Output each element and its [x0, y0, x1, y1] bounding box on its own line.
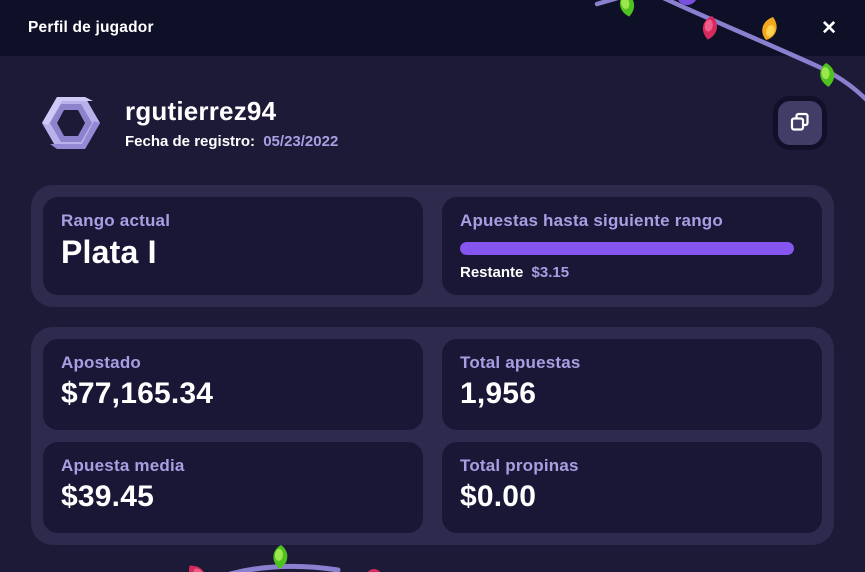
stat-label: Apostado	[61, 353, 141, 372]
copy-username-button[interactable]	[773, 96, 827, 150]
stat-panel-apostado: Apostado $77,165.34	[43, 339, 423, 430]
remaining-amount: $3.15	[531, 264, 570, 281]
player-username: rgutierrez94	[125, 96, 277, 126]
player-info: rgutierrez94 Fecha de registro: 05/23/20…	[31, 92, 834, 154]
stat-value: $39.45	[61, 480, 154, 513]
stat-panel-total-apuestas: Total apuestas 1,956	[442, 339, 822, 430]
modal-header: Perfil de jugador ✕	[0, 0, 865, 56]
stat-label: Total propinas	[460, 456, 579, 475]
rank-progress-bar	[460, 242, 794, 255]
stats-card: Apostado $77,165.34 Total apuestas 1,956…	[31, 327, 834, 545]
current-rank-label: Rango actual	[61, 211, 171, 230]
copy-icon	[788, 110, 812, 137]
stat-value: 1,956	[460, 377, 537, 410]
next-rank-panel: Apuestas hasta siguiente rango Restante …	[442, 197, 822, 295]
close-button[interactable]: ✕	[815, 13, 843, 44]
stat-value: $77,165.34	[61, 377, 214, 410]
close-icon: ✕	[821, 17, 837, 39]
current-rank-value: Plata I	[61, 234, 157, 270]
player-text: rgutierrez94 Fecha de registro: 05/23/20…	[125, 96, 338, 150]
remaining-label: Restante	[460, 264, 524, 281]
rank-progress-fill	[460, 242, 794, 255]
stat-panel-apuesta-media: Apuesta media $39.45	[43, 442, 423, 533]
modal-title: Perfil de jugador	[28, 19, 154, 36]
registration-row: Fecha de registro: 05/23/2022	[125, 133, 338, 150]
rank-card: Rango actual Plata I Apuestas hasta sigu…	[31, 185, 834, 307]
registration-label: Fecha de registro:	[125, 133, 256, 150]
modal-body: rgutierrez94 Fecha de registro: 05/23/20…	[0, 92, 865, 545]
stat-label: Total apuestas	[460, 353, 581, 372]
stat-value: $0.00	[460, 480, 537, 513]
stat-panel-total-propinas: Total propinas $0.00	[442, 442, 822, 533]
stat-label: Apuesta media	[61, 456, 185, 475]
registration-date: 05/23/2022	[263, 133, 339, 150]
hexagon-rank-badge-icon	[40, 92, 102, 154]
current-rank-panel: Rango actual Plata I	[43, 197, 423, 295]
remaining-row: Restante $3.15	[460, 264, 804, 281]
next-rank-label: Apuestas hasta siguiente rango	[460, 211, 723, 230]
